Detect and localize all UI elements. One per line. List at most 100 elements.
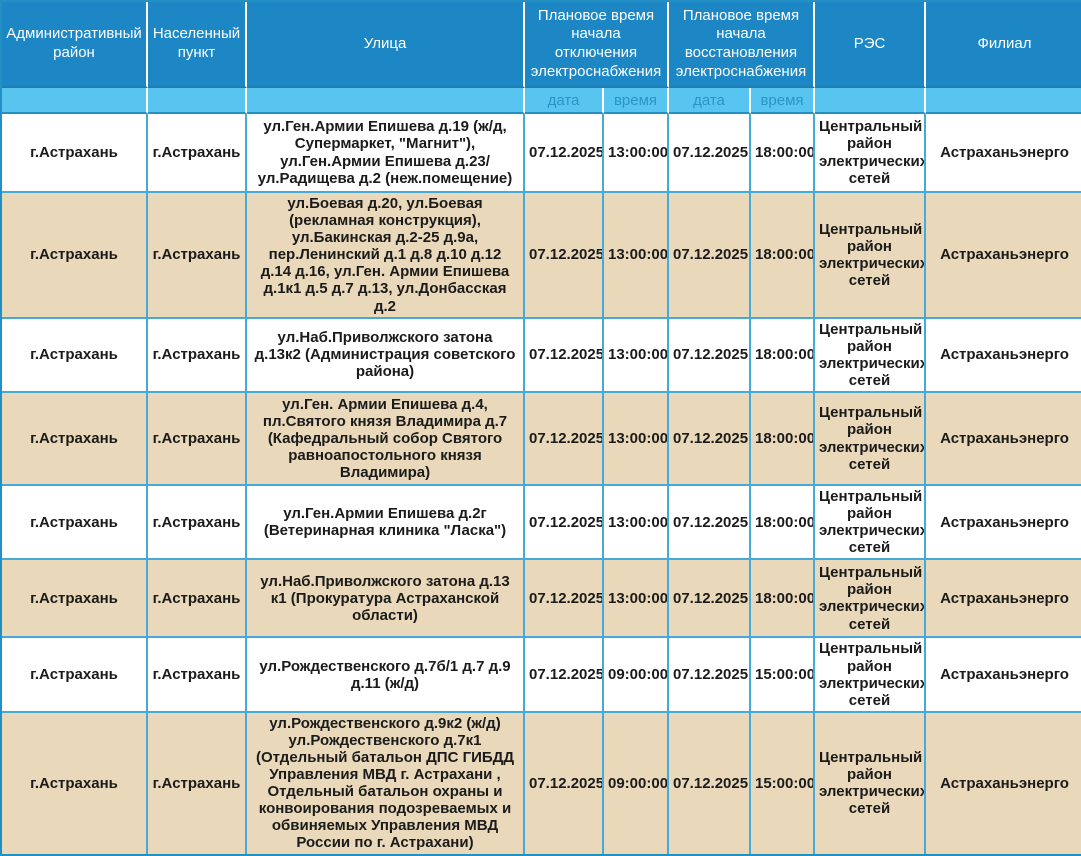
cell-branch: Астраханьэнерго [926,114,1081,193]
subheader-restore-time: время [751,88,815,114]
cell-restore-time: 15:00:00 [751,712,815,854]
col-header-restore-start: Плановое время начала восстановления эле… [669,2,815,88]
cell-street: ул.Боевая д.20, ул.Боевая (рекламная кон… [247,193,525,319]
cell-outage-time: 13:00:00 [604,393,669,487]
cell-restore-date: 07.12.2025 [669,193,751,319]
cell-district: г.Астрахань [2,318,148,394]
cell-outage-date: 07.12.2025 [525,193,604,319]
cell-res: Центральный район электрических сетей [815,114,926,193]
cell-outage-date: 07.12.2025 [525,638,604,713]
cell-outage-date: 07.12.2025 [525,712,604,854]
col-header-outage-start: Плановое время начала отключения электро… [525,2,669,88]
cell-restore-time: 18:00:00 [751,318,815,394]
cell-district: г.Астрахань [2,638,148,713]
cell-outage-date: 07.12.2025 [525,318,604,394]
cell-res: Центральный район электрических сетей [815,712,926,854]
cell-outage-time: 13:00:00 [604,318,669,394]
table-row: г.Астрахань г.Астрахань ул.Наб.Приволжск… [2,560,1081,639]
cell-res: Центральный район электрических сетей [815,193,926,319]
cell-district: г.Астрахань [2,486,148,561]
table-header: Административный район Населенный пункт … [2,2,1081,114]
cell-restore-time: 18:00:00 [751,560,815,639]
cell-district: г.Астрахань [2,712,148,854]
cell-restore-time: 18:00:00 [751,193,815,319]
cell-res: Центральный район электрических сетей [815,393,926,487]
cell-settlement: г.Астрахань [148,712,247,854]
cell-restore-time: 18:00:00 [751,486,815,561]
subheader-outage-time: время [604,88,669,114]
cell-restore-date: 07.12.2025 [669,318,751,394]
col-header-street: Улица [247,2,525,88]
table-row: г.Астрахань г.Астрахань ул.Рождественско… [2,712,1081,854]
cell-district: г.Астрахань [2,560,148,639]
cell-res: Центральный район электрических сетей [815,486,926,561]
cell-restore-date: 07.12.2025 [669,712,751,854]
cell-outage-time: 13:00:00 [604,486,669,561]
cell-branch: Астраханьэнерго [926,318,1081,394]
cell-street: ул.Рождественского д.9к2 (ж/д) ул.Рождес… [247,712,525,854]
cell-street: ул.Ген. Армии Епишева д.4, пл.Святого кн… [247,393,525,487]
cell-outage-date: 07.12.2025 [525,393,604,487]
table-body: г.Астрахань г.Астрахань ул.Ген.Армии Епи… [2,114,1081,854]
header-row: Административный район Населенный пункт … [2,2,1081,88]
cell-branch: Астраханьэнерго [926,486,1081,561]
cell-outage-time: 13:00:00 [604,560,669,639]
cell-district: г.Астрахань [2,393,148,487]
subheader-empty-district [2,88,148,114]
col-header-res: РЭС [815,2,926,88]
cell-settlement: г.Астрахань [148,486,247,561]
subheader-row: дата время дата время [2,88,1081,114]
cell-settlement: г.Астрахань [148,193,247,319]
cell-restore-time: 18:00:00 [751,393,815,487]
cell-res: Центральный район электрических сетей [815,318,926,394]
cell-restore-time: 15:00:00 [751,638,815,713]
col-header-branch: Филиал [926,2,1081,88]
subheader-empty-res [815,88,926,114]
cell-restore-date: 07.12.2025 [669,560,751,639]
subheader-outage-date: дата [525,88,604,114]
table-row: г.Астрахань г.Астрахань ул.Ген. Армии Еп… [2,393,1081,487]
subheader-empty-branch [926,88,1081,114]
cell-restore-date: 07.12.2025 [669,114,751,193]
cell-outage-time: 09:00:00 [604,638,669,713]
cell-street: ул.Ген.Армии Епишева д.19 (ж/д, Супермар… [247,114,525,193]
subheader-empty-street [247,88,525,114]
cell-branch: Астраханьэнерго [926,712,1081,854]
table-row: г.Астрахань г.Астрахань ул.Ген.Армии Епи… [2,114,1081,193]
cell-branch: Астраханьэнерго [926,560,1081,639]
cell-res: Центральный район электрических сетей [815,560,926,639]
cell-outage-time: 13:00:00 [604,193,669,319]
cell-settlement: г.Астрахань [148,638,247,713]
cell-settlement: г.Астрахань [148,114,247,193]
cell-settlement: г.Астрахань [148,318,247,394]
cell-street: ул.Наб.Приволжского затона д.13 к1 (Прок… [247,560,525,639]
cell-settlement: г.Астрахань [148,393,247,487]
cell-restore-time: 18:00:00 [751,114,815,193]
cell-outage-date: 07.12.2025 [525,486,604,561]
cell-outage-date: 07.12.2025 [525,560,604,639]
col-header-settlement: Населенный пункт [148,2,247,88]
subheader-empty-settlement [148,88,247,114]
cell-street: ул.Рождественского д.7б/1 д.7 д.9 д.11 (… [247,638,525,713]
table-row: г.Астрахань г.Астрахань ул.Рождественско… [2,638,1081,713]
cell-settlement: г.Астрахань [148,560,247,639]
subheader-restore-date: дата [669,88,751,114]
cell-street: ул.Наб.Приволжского затона д.13к2 (Админ… [247,318,525,394]
cell-outage-date: 07.12.2025 [525,114,604,193]
table-row: г.Астрахань г.Астрахань ул.Ген.Армии Епи… [2,486,1081,561]
col-header-district: Административный район [2,2,148,88]
cell-restore-date: 07.12.2025 [669,393,751,487]
cell-outage-time: 09:00:00 [604,712,669,854]
cell-district: г.Астрахань [2,193,148,319]
cell-outage-time: 13:00:00 [604,114,669,193]
cell-street: ул.Ген.Армии Епишева д.2г (Ветеринарная … [247,486,525,561]
cell-branch: Астраханьэнерго [926,393,1081,487]
table-row: г.Астрахань г.Астрахань ул.Боевая д.20, … [2,193,1081,319]
cell-branch: Астраханьэнерго [926,193,1081,319]
table-row: г.Астрахань г.Астрахань ул.Наб.Приволжск… [2,318,1081,394]
cell-restore-date: 07.12.2025 [669,638,751,713]
cell-branch: Астраханьэнерго [926,638,1081,713]
cell-district: г.Астрахань [2,114,148,193]
